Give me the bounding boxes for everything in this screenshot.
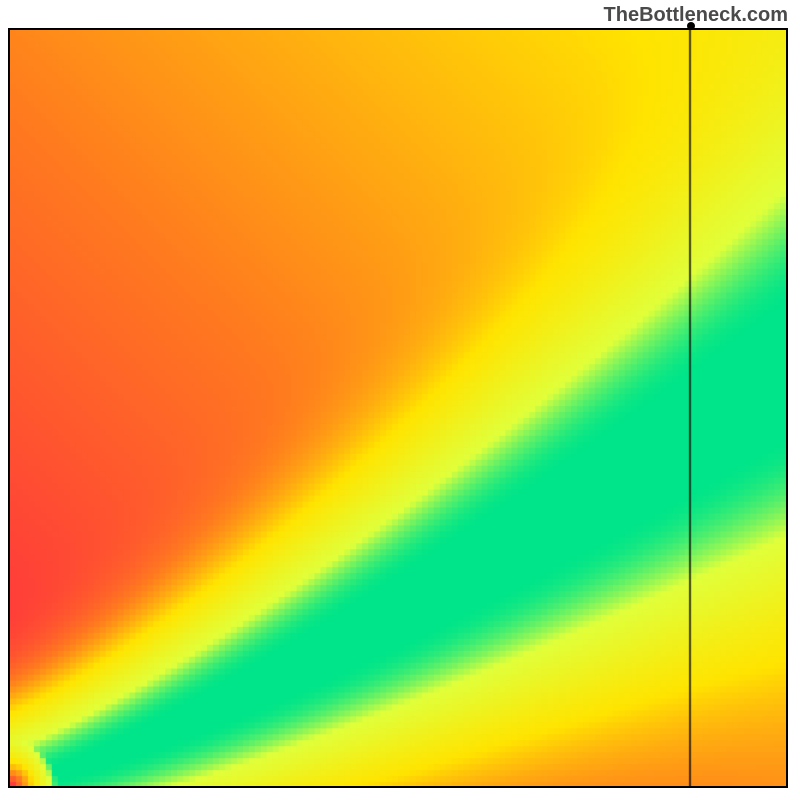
heatmap-chart [8, 28, 788, 788]
vertical-line-top-dot [687, 22, 695, 30]
attribution-text: TheBottleneck.com [604, 4, 788, 27]
heatmap-canvas [10, 30, 786, 786]
